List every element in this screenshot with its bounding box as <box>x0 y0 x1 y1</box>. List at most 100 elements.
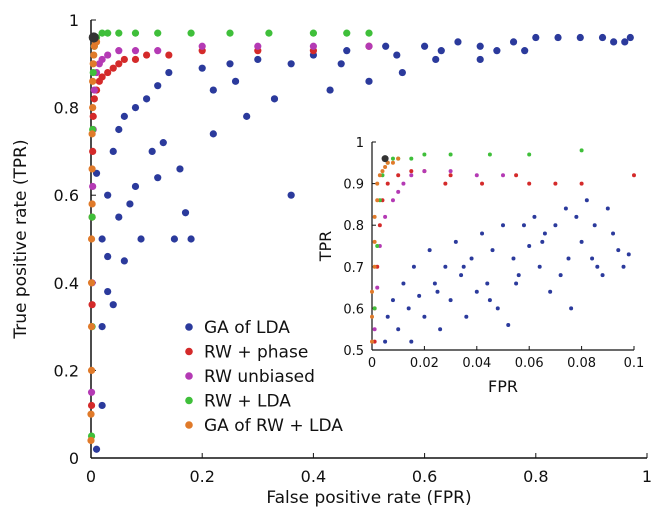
main-point-ga-of-lda <box>170 235 178 243</box>
main-point-ga-of-lda <box>476 42 484 50</box>
main-series-rw-lda <box>87 29 373 440</box>
inset-point-ga-of-lda <box>396 327 401 332</box>
inset-point-ga-of-lda <box>611 231 616 236</box>
inset-point-ga-of-lda <box>527 244 532 248</box>
inset-point-ga-of-lda <box>495 306 500 311</box>
inset-point-rw-unbiased <box>401 181 406 186</box>
inset-point-ga-of-lda <box>590 256 595 261</box>
inset-point-rw-lda <box>527 152 532 157</box>
main-point-ga-of-lda <box>610 38 618 46</box>
main-point-rw-phase <box>131 55 140 64</box>
legend-marker <box>185 421 193 429</box>
main-point-ga-of-lda <box>398 68 406 77</box>
main-point-ga-of-rw-lda <box>87 366 96 374</box>
inset-point-rw-unbiased <box>422 169 427 174</box>
main-point-rw-phase <box>165 51 173 59</box>
main-x-tick-label: 0.4 <box>301 467 326 486</box>
inset-x-axis-label: FPR <box>488 377 518 396</box>
inset-point-ga-of-rw-lda <box>370 289 374 294</box>
inset-point-rw-phase <box>514 173 519 178</box>
main-y-tick-label: 1 <box>69 11 79 30</box>
main-x-tick-label: 0.8 <box>523 467 548 486</box>
main-point-ga-of-rw-lda <box>90 51 98 59</box>
inset-point-rw-phase <box>377 223 382 228</box>
inset-point-ga-of-rw-lda <box>370 339 374 344</box>
inset-point-rw-lda <box>409 156 414 161</box>
inset-y-tick-label: 1 <box>356 136 364 151</box>
inset-point-rw-lda <box>372 306 377 311</box>
main-point-ga-of-lda <box>532 33 540 42</box>
inset-point-ga-of-rw-lda <box>383 164 388 169</box>
inset-point-ga-of-lda <box>490 248 495 253</box>
inset-point-rw-phase <box>632 173 636 178</box>
main-point-ga-of-rw-lda <box>89 60 97 68</box>
legend-marker <box>185 323 193 331</box>
main-y-tick-label: 0 <box>69 449 79 468</box>
main-point-ga-of-lda <box>131 182 140 191</box>
main-point-ga-of-lda <box>187 235 195 243</box>
main-point-rw-lda <box>98 29 106 37</box>
inset-point-ga-of-lda <box>511 256 516 261</box>
legend-label: RW + phase <box>204 343 308 363</box>
main-point-ga-of-lda <box>554 33 562 42</box>
main-point-ga-of-lda <box>476 55 484 64</box>
main-point-rw-unbiased <box>87 388 96 396</box>
main-x-tick-label: 0.2 <box>189 467 214 486</box>
inset-x-tick-label: 0.02 <box>410 356 439 371</box>
main-point-ga-of-lda <box>254 55 262 64</box>
inset-point-ga-of-lda <box>422 314 427 319</box>
main-point-ga-of-lda <box>521 47 529 55</box>
inset-point-ga-of-lda <box>474 289 479 294</box>
main-point-ga-of-lda <box>226 60 234 68</box>
legend-marker <box>185 372 193 380</box>
inset-background <box>344 140 640 352</box>
inset-data-points <box>370 148 636 344</box>
main-point-rw-lda <box>309 29 317 37</box>
main-point-rw-lda <box>131 29 140 37</box>
inset-point-ga-of-lda <box>566 256 571 261</box>
main-point-rw-phase <box>89 112 97 120</box>
inset-point-ga-of-lda <box>427 248 432 253</box>
inset-point-ga-of-lda <box>584 198 589 203</box>
main-point-ga-of-rw-lda <box>87 323 96 331</box>
inset-point-ga-of-lda <box>563 206 568 211</box>
main-point-ga-of-rw-lda <box>88 130 96 138</box>
main-x-tick-label: 0.6 <box>412 467 437 486</box>
inset-point-rw-unbiased <box>409 173 414 178</box>
inset-point-ga-of-lda <box>506 323 511 328</box>
main-point-rw-lda <box>365 29 373 37</box>
inset-point-ga-of-rw-lda <box>375 198 380 203</box>
inset-point-rw-unbiased <box>390 198 395 203</box>
inset-x-tick-label: 0.08 <box>567 356 596 371</box>
main-point-ga-of-lda <box>343 47 351 55</box>
main-point-rw-phase <box>109 64 117 72</box>
main-point-rw-phase <box>143 51 151 59</box>
main-point-ga-of-lda <box>143 95 151 103</box>
inset-point-ga-of-lda <box>411 264 416 269</box>
main-point-rw-lda <box>115 29 123 37</box>
inset-point-rw-lda <box>448 152 453 157</box>
inset-point-ga-of-rw-lda <box>380 169 385 174</box>
main-y-tick-label: 0.6 <box>54 186 79 205</box>
legend-label: RW + LDA <box>204 392 291 412</box>
legend-entry-rw-lda: RW + LDA <box>185 392 291 412</box>
main-point-rw-lda <box>104 29 112 37</box>
inset-y-tick-label: 0.6 <box>343 302 364 317</box>
inset-plot: 0 0.02 0.04 0.06 0.08 0.1 0.5 0.6 0.7 0.8 0.9 1 FP… <box>316 136 644 396</box>
main-point-rw-unbiased <box>154 47 162 55</box>
main-point-ga-of-lda <box>382 42 390 50</box>
main-point-ga-of-lda <box>176 165 184 173</box>
main-point-rw-phase <box>90 95 98 103</box>
inset-point-ga-of-lda <box>435 289 440 294</box>
main-point-ga-of-lda <box>576 33 584 42</box>
inset-x-tick-label: 0.06 <box>515 356 544 371</box>
inset-point-rw-unbiased <box>474 173 479 178</box>
main-point-rw-lda <box>343 29 351 37</box>
main-point-rw-lda <box>88 213 96 221</box>
main-point-ga-of-lda <box>365 77 373 85</box>
main-point-ga-of-lda <box>287 191 295 199</box>
inset-point-ga-of-lda <box>501 223 505 228</box>
main-point-rw-unbiased <box>309 42 317 50</box>
main-point-ga-of-rw-lda <box>87 410 95 418</box>
main-point-rw-lda <box>89 68 97 77</box>
